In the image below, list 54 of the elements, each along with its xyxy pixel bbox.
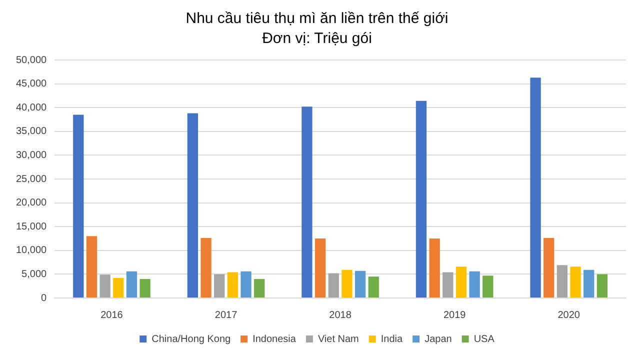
legend-label: Viet Nam (318, 334, 359, 345)
bar (214, 274, 225, 298)
x-tick-label: 2020 (558, 310, 580, 321)
legend-label: Indonesia (252, 334, 296, 345)
chart-subtitle: Đơn vị: Triệu gói (262, 30, 372, 48)
bar (86, 236, 98, 298)
bar (354, 270, 366, 298)
y-tick-label: 35,000 (16, 126, 48, 138)
y-tick-label: 10,000 (16, 245, 48, 256)
y-tick-label: 50,000 (16, 54, 48, 66)
bar (584, 270, 594, 298)
y-tick-label: 0 (41, 292, 48, 304)
x-tick-label: 2018 (329, 310, 352, 321)
bar (368, 276, 379, 298)
bar (328, 273, 339, 298)
legend-label: China/Hong Kong (152, 334, 231, 345)
bar (429, 238, 440, 298)
y-tick-label: 5,000 (22, 268, 48, 280)
bar (73, 114, 84, 298)
bar (342, 270, 352, 298)
y-tick-label: 40,000 (16, 102, 48, 114)
bar (240, 271, 252, 298)
y-tick-label: 15,000 (16, 221, 48, 232)
bar (302, 106, 312, 298)
bar (126, 271, 138, 298)
x-tick-label: 2017 (214, 310, 238, 321)
legend-label: India (380, 334, 404, 345)
y-tick-label: 30,000 (16, 150, 48, 161)
x-tick-label: 2019 (443, 310, 466, 321)
bar (254, 278, 265, 298)
chart-title: Nhu cầu tiêu thụ mì ăn liền trên thế giới (186, 10, 448, 28)
bar (596, 274, 608, 298)
bar (530, 78, 541, 298)
bar (416, 100, 427, 298)
x-tick-label: 2016 (100, 310, 124, 321)
bar (570, 266, 581, 298)
bar (442, 272, 454, 298)
bar (556, 265, 568, 298)
bar (113, 278, 124, 298)
bar (456, 266, 467, 298)
bar (482, 276, 494, 298)
y-tick-label: 45,000 (16, 78, 48, 90)
y-tick-label: 25,000 (16, 174, 48, 185)
bar (469, 271, 480, 298)
bar (100, 274, 110, 298)
bar (140, 278, 150, 298)
bar (187, 113, 198, 298)
bar (314, 238, 326, 298)
bar (227, 272, 238, 298)
bar (200, 238, 212, 298)
legend-label: Japan (424, 334, 452, 345)
legend-label: USA (474, 334, 495, 345)
y-tick-label: 20,000 (16, 198, 48, 209)
bar (544, 238, 554, 298)
